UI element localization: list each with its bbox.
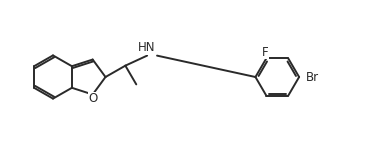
Text: O: O	[89, 92, 98, 105]
Text: Br: Br	[306, 71, 319, 84]
Text: HN: HN	[138, 41, 156, 54]
Text: F: F	[262, 46, 269, 59]
